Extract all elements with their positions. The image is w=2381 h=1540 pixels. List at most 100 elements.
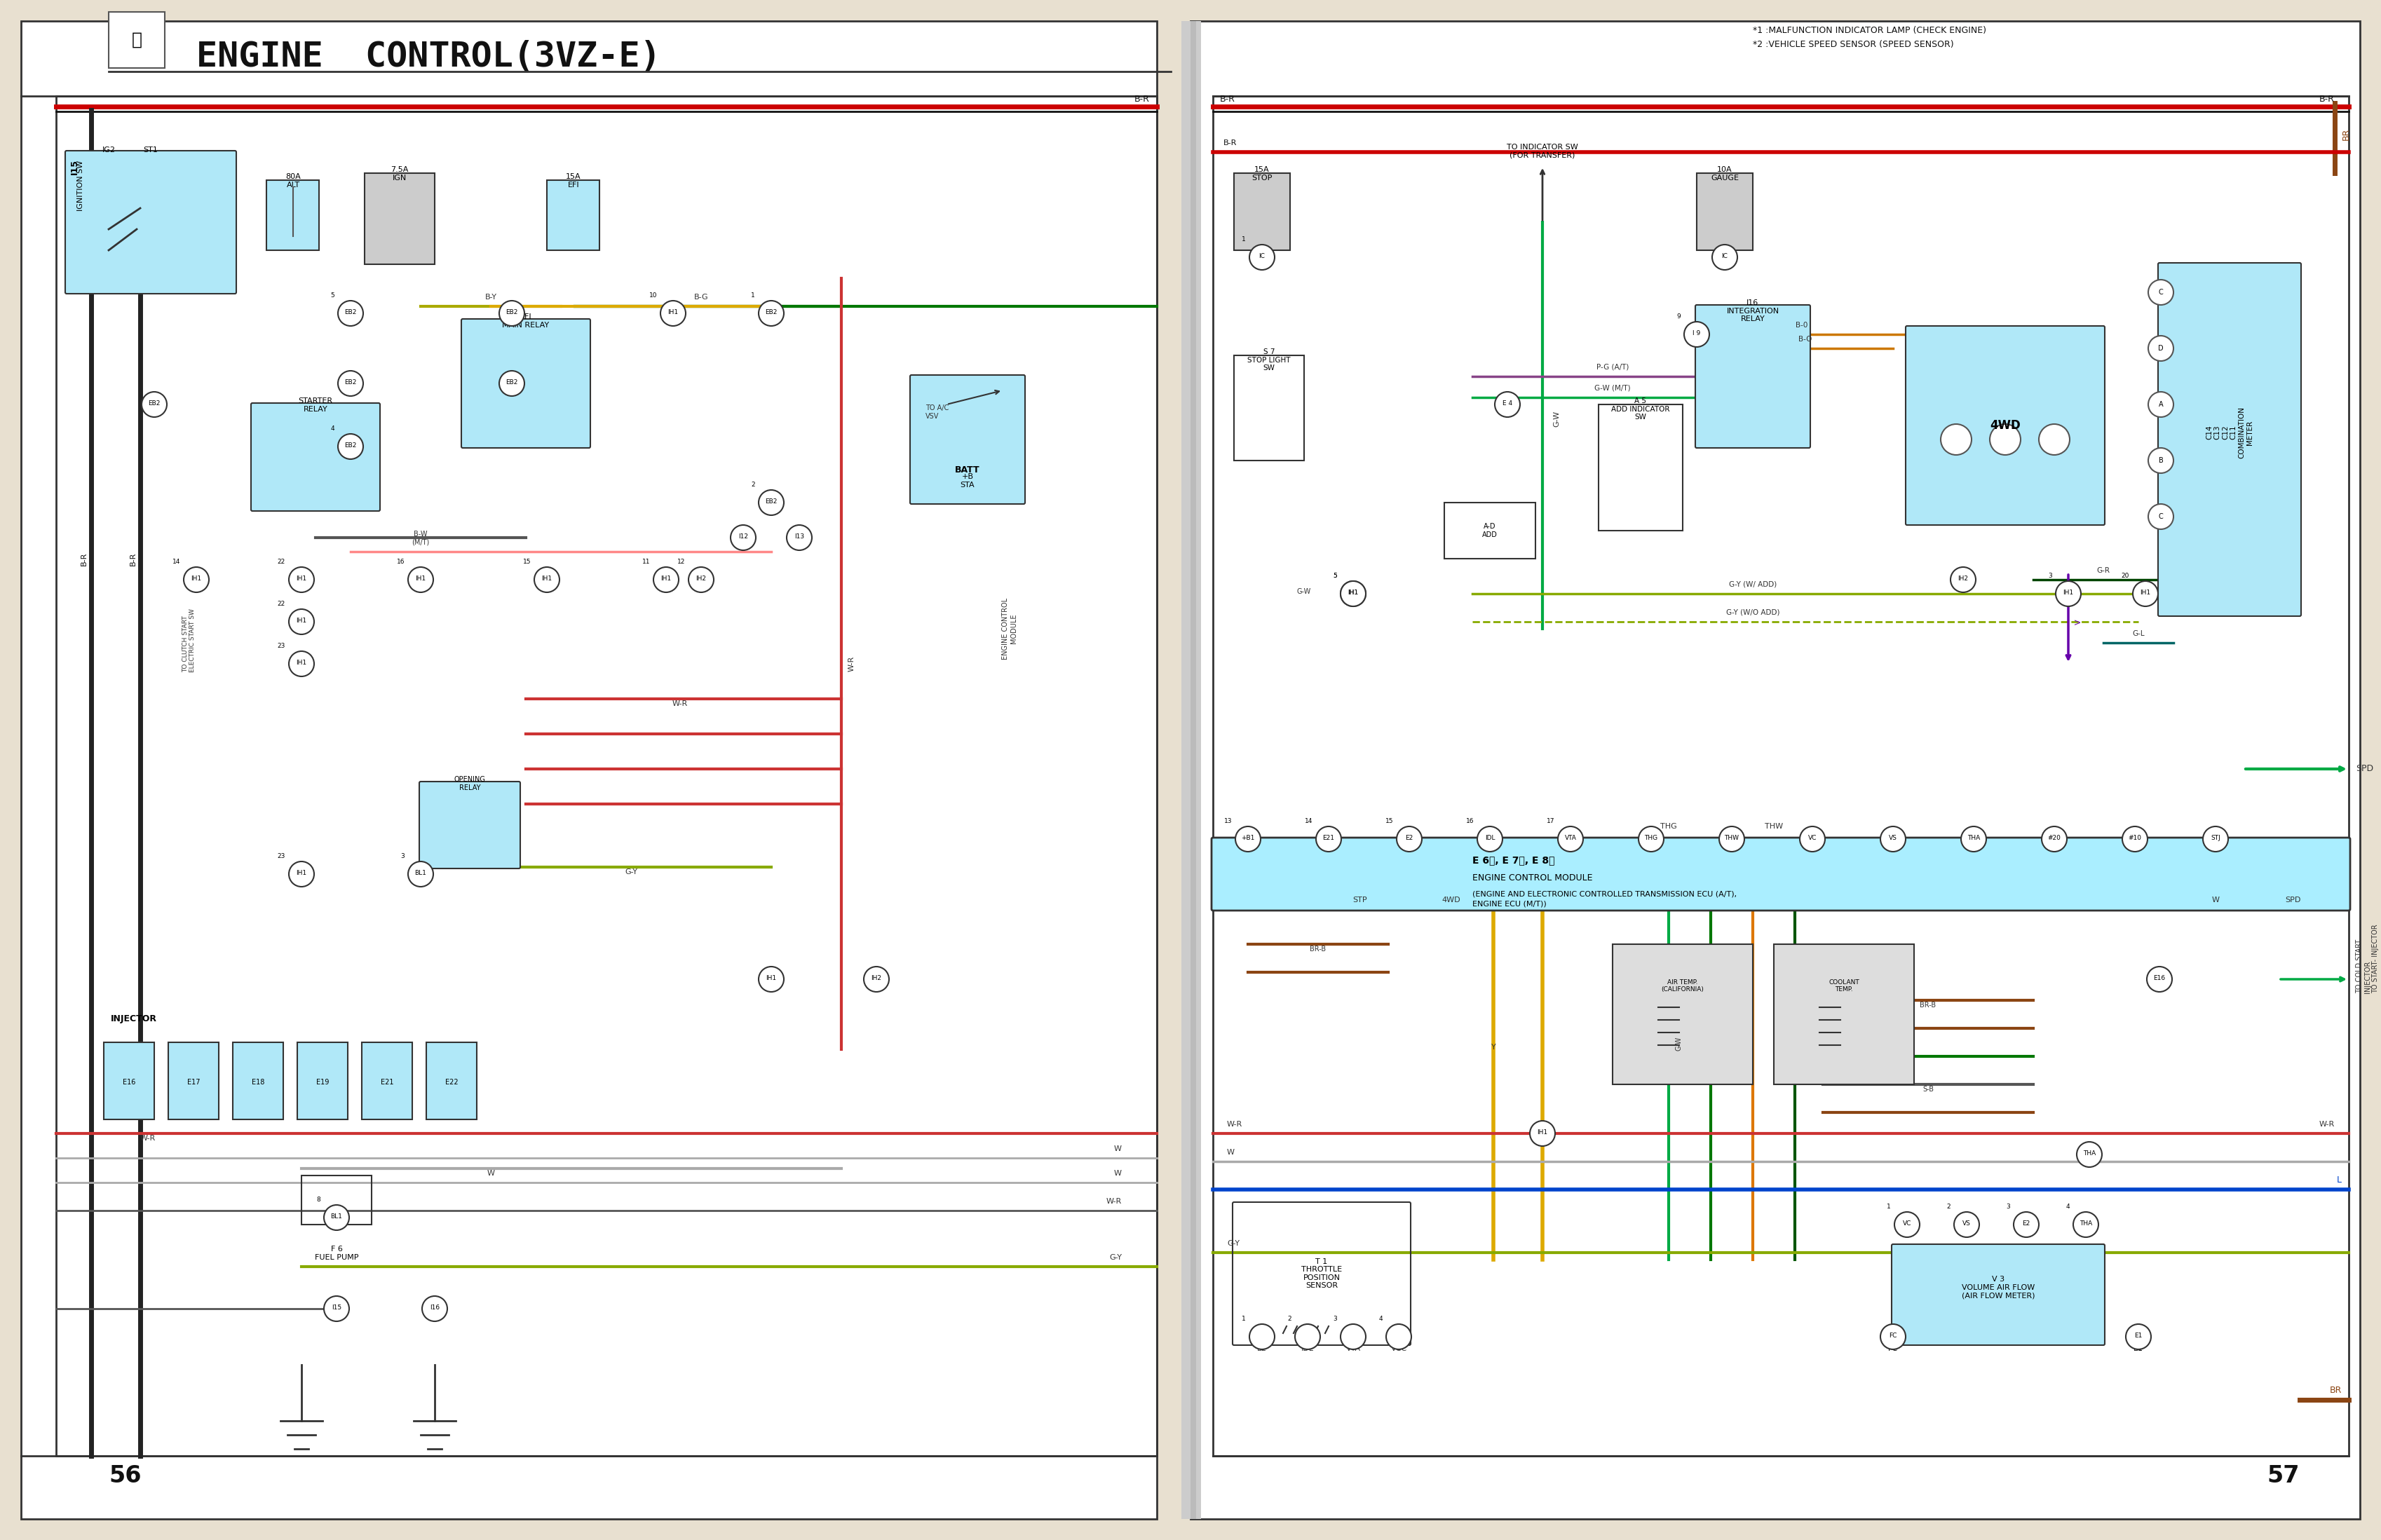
Text: 3: 3 xyxy=(2048,573,2052,579)
Text: 5: 5 xyxy=(1333,573,1338,579)
Text: 15A
EFI: 15A EFI xyxy=(567,172,581,188)
Text: W-R: W-R xyxy=(848,656,855,671)
Text: B-R: B-R xyxy=(1133,94,1150,103)
Circle shape xyxy=(288,861,314,887)
Text: IH1: IH1 xyxy=(2062,590,2074,596)
Text: I 9: I 9 xyxy=(1693,330,1700,336)
Bar xyxy=(1190,22,1195,1518)
Text: W-R: W-R xyxy=(671,701,688,707)
Text: E21: E21 xyxy=(1324,835,1336,841)
Text: +B1: +B1 xyxy=(1241,835,1255,841)
Text: ST1: ST1 xyxy=(143,146,157,154)
Text: IH2: IH2 xyxy=(695,574,707,582)
Text: ENGINE CONTROL MODULE: ENGINE CONTROL MODULE xyxy=(1471,873,1593,882)
Text: AIR TEMP.
(CALIFORNIA): AIR TEMP. (CALIFORNIA) xyxy=(1662,979,1705,993)
Text: A-D
ADD: A-D ADD xyxy=(1483,524,1498,537)
Text: ENGINE ECU (M/T)): ENGINE ECU (M/T)) xyxy=(1471,899,1548,907)
Text: G-Y (W/O ADD): G-Y (W/O ADD) xyxy=(1726,610,1779,616)
Circle shape xyxy=(2148,336,2174,360)
Bar xyxy=(110,12,164,68)
Text: STP: STP xyxy=(1352,896,1367,904)
Text: G-W: G-W xyxy=(1298,588,1312,594)
Text: C: C xyxy=(2160,290,2164,296)
Text: B: B xyxy=(2160,457,2164,464)
Text: COOLANT
TEMP.: COOLANT TEMP. xyxy=(1829,979,1860,993)
Text: 14: 14 xyxy=(1305,818,1312,824)
FancyBboxPatch shape xyxy=(1891,1244,2105,1344)
Text: IGNITION SW: IGNITION SW xyxy=(76,160,83,211)
Bar xyxy=(1774,944,1914,1084)
Text: IH2: IH2 xyxy=(871,975,881,981)
FancyBboxPatch shape xyxy=(1905,326,2105,525)
Circle shape xyxy=(407,861,433,887)
Circle shape xyxy=(1341,1324,1367,1349)
Text: 9: 9 xyxy=(1676,313,1681,320)
Text: 1: 1 xyxy=(1243,1315,1245,1321)
Circle shape xyxy=(421,1297,448,1321)
Text: I16
INTEGRATION
RELAY: I16 INTEGRATION RELAY xyxy=(1726,299,1779,322)
Text: 11: 11 xyxy=(643,559,650,565)
Circle shape xyxy=(1531,1121,1555,1146)
Text: A: A xyxy=(2160,400,2164,408)
Circle shape xyxy=(1962,827,1986,852)
Text: B-R: B-R xyxy=(1224,140,1238,146)
Text: EB2: EB2 xyxy=(505,379,519,385)
Text: *2 :VEHICLE SPEED SENSOR (SPEED SENSOR): *2 :VEHICLE SPEED SENSOR (SPEED SENSOR) xyxy=(1752,40,1955,49)
Text: IH1: IH1 xyxy=(1348,590,1360,596)
Text: 15A
STOP: 15A STOP xyxy=(1252,166,1271,182)
Text: IH1: IH1 xyxy=(667,310,679,316)
Circle shape xyxy=(786,525,812,550)
Bar xyxy=(1212,95,2348,1455)
Text: 14: 14 xyxy=(171,559,181,565)
Circle shape xyxy=(2148,391,2174,417)
Bar xyxy=(364,172,436,265)
Text: VTA: VTA xyxy=(1345,1344,1360,1352)
Circle shape xyxy=(533,567,560,593)
Text: #10: #10 xyxy=(2129,835,2141,841)
Text: E16: E16 xyxy=(2152,975,2164,981)
Bar xyxy=(1190,22,2360,1518)
Text: 5: 5 xyxy=(331,293,333,299)
Bar xyxy=(169,1043,219,1120)
Text: 20: 20 xyxy=(2121,573,2129,579)
Text: E18: E18 xyxy=(252,1080,264,1086)
Text: IC: IC xyxy=(1260,253,1264,259)
Text: EB2: EB2 xyxy=(345,442,357,448)
Circle shape xyxy=(2126,1324,2150,1349)
Text: T 1
THROTTLE
POSITION
SENSOR: T 1 THROTTLE POSITION SENSOR xyxy=(1302,1258,1343,1289)
Circle shape xyxy=(652,567,679,593)
Circle shape xyxy=(324,1297,350,1321)
Text: BR: BR xyxy=(2329,1386,2343,1395)
Text: I16: I16 xyxy=(429,1304,440,1311)
Text: BL1: BL1 xyxy=(331,1214,343,1220)
Circle shape xyxy=(731,525,755,550)
FancyBboxPatch shape xyxy=(462,319,590,448)
Circle shape xyxy=(2121,827,2148,852)
Bar xyxy=(1698,172,1752,249)
Text: *1 :MALFUNCTION INDICATOR LAMP (CHECK ENGINE): *1 :MALFUNCTION INDICATOR LAMP (CHECK EN… xyxy=(1752,26,1986,35)
Text: THA: THA xyxy=(2079,1220,2093,1226)
Text: A 5
ADD INDICATOR
SW: A 5 ADD INDICATOR SW xyxy=(1612,397,1669,420)
Circle shape xyxy=(1476,827,1502,852)
Text: EB2: EB2 xyxy=(764,497,776,504)
Text: 1: 1 xyxy=(1886,1204,1891,1210)
Text: BR-B: BR-B xyxy=(1310,946,1326,953)
Text: I15: I15 xyxy=(331,1304,340,1311)
Text: F 6
FUEL PUMP: F 6 FUEL PUMP xyxy=(314,1246,360,1261)
Bar xyxy=(57,95,1157,1455)
Text: 1: 1 xyxy=(750,293,755,299)
Text: B-G: B-G xyxy=(693,294,710,300)
Text: EB2: EB2 xyxy=(345,379,357,385)
Text: 13: 13 xyxy=(1224,818,1231,824)
Text: 4: 4 xyxy=(1379,1315,1383,1321)
Text: 15: 15 xyxy=(1386,818,1393,824)
Text: IH1: IH1 xyxy=(295,870,307,876)
Text: W: W xyxy=(2212,896,2219,904)
Text: E19: E19 xyxy=(317,1080,329,1086)
Text: 10A
GAUGE: 10A GAUGE xyxy=(1710,166,1738,182)
Text: EFI
MAIN RELAY: EFI MAIN RELAY xyxy=(502,313,550,328)
Text: 12: 12 xyxy=(676,559,686,565)
Text: IH1: IH1 xyxy=(295,574,307,582)
Text: G-Y: G-Y xyxy=(1110,1254,1121,1261)
Bar xyxy=(298,1043,348,1120)
